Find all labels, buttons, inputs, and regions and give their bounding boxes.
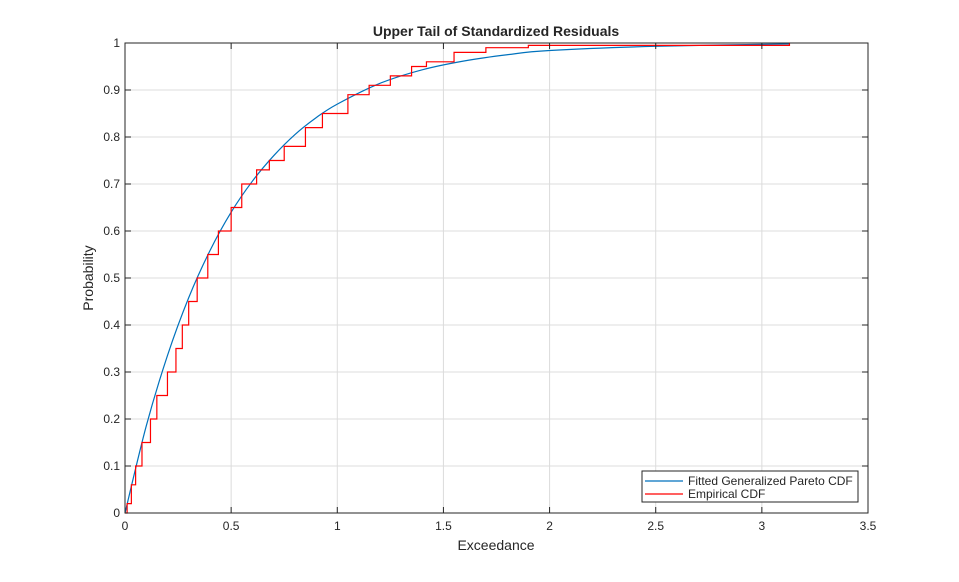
x-tick-label: 1.5 <box>435 519 452 533</box>
x-axis-label: Exceedance <box>457 537 534 553</box>
series-line-empirical-cdf <box>125 43 791 514</box>
y-tick-label: 0.5 <box>103 271 120 285</box>
y-tick-label: 0.6 <box>103 224 120 238</box>
series-layer <box>124 43 791 514</box>
y-tick-label: 0.1 <box>103 459 120 473</box>
legend-label-empirical: Empirical CDF <box>688 487 765 501</box>
y-tick-label: 0 <box>113 506 120 520</box>
y-tick-label: 0.3 <box>103 365 120 379</box>
y-axis-label: Probability <box>80 245 96 310</box>
x-tick-label: 3.5 <box>860 519 877 533</box>
x-tick-label: 0 <box>122 519 129 533</box>
x-tick-label: 0.5 <box>223 519 240 533</box>
legend-box <box>641 470 859 503</box>
y-tick-label: 1 <box>113 36 120 50</box>
ticks: 0 0.5 1 1.5 2 2.5 3 3.5 0 0.1 0.2 0.3 0.4 0.5 0.6 0.7 0.… <box>103 36 876 533</box>
series-line-fitted-gpd-cdf <box>124 43 790 514</box>
chart-title: Upper Tail of Standardized Residuals <box>373 23 620 39</box>
legend: Fitted Generalized Pareto CDF Empirical … <box>641 470 859 503</box>
x-tick-label: 1 <box>334 519 341 533</box>
x-tick-label: 3 <box>759 519 766 533</box>
y-tick-label: 0.7 <box>103 177 120 191</box>
y-tick-label: 0.9 <box>103 83 120 97</box>
y-tick-label: 0.4 <box>103 318 120 332</box>
legend-label-fitted: Fitted Generalized Pareto CDF <box>688 474 853 488</box>
x-tick-label: 2.5 <box>647 519 664 533</box>
x-tick-label: 2 <box>546 519 553 533</box>
y-tick-label: 0.2 <box>103 412 120 426</box>
y-tick-label: 0.8 <box>103 130 120 144</box>
